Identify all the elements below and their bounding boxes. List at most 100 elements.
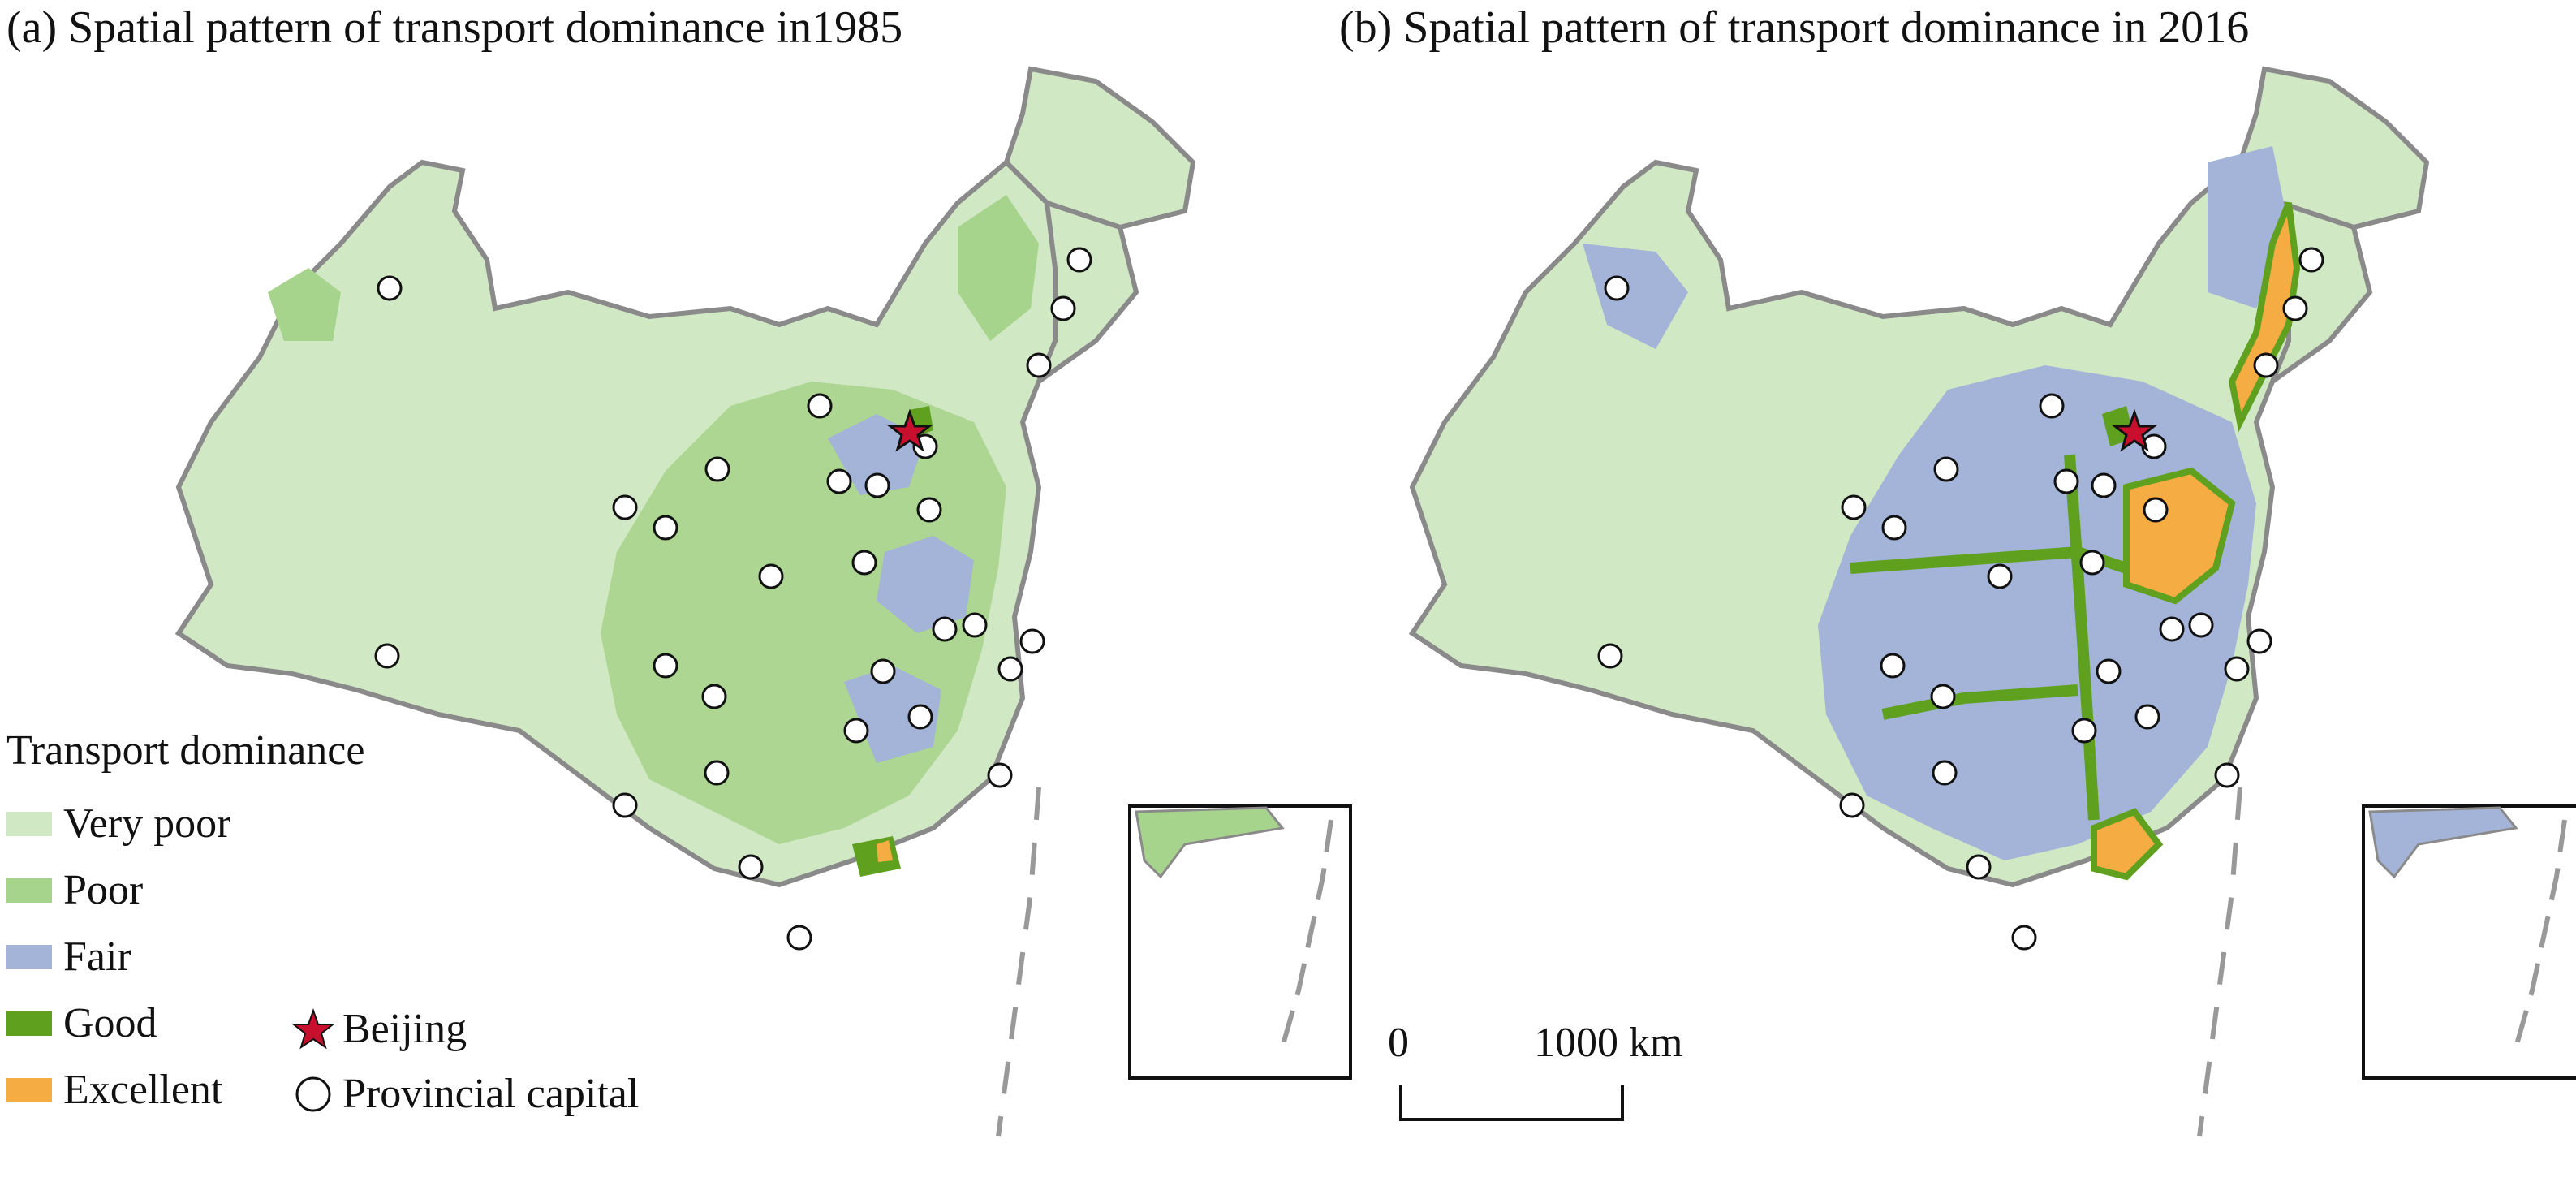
provincial-capital-marker [1597,643,1623,669]
provincial-capital-circle-icon [295,1076,331,1111]
provincial-capital-marker [2253,352,2279,378]
provincial-capital-marker [2224,656,2250,682]
provincial-capital-marker [826,468,852,494]
panel-b-fair-zone-northwest [1583,244,1688,349]
legend-item-label: Good [63,1000,157,1046]
provincial-capital-marker [2053,468,2079,494]
provincial-capital-marker [786,925,812,951]
provincial-capital-marker [864,472,890,498]
panel-b-excellent-zone-south [2091,808,2164,881]
panel-a-title: (a) Spatial pattern of transport dominan… [6,2,903,53]
legend-swatch [6,944,52,969]
provincial-capital-marker [2079,550,2105,576]
provincial-capital-marker [1066,247,1092,273]
legend-swatch [6,1011,52,1036]
legend-title: Transport dominance [6,727,365,774]
legend-item-excellent: Excellent [6,1066,222,1114]
panel-b-inset-land [2368,806,2518,879]
provincial-capital-marker [2071,718,2097,744]
provincial-capital-marker [653,515,678,541]
provincial-capital-marker [1966,854,1992,880]
provincial-capital-marker [2246,628,2272,654]
scale-end-label: 1000 km [1534,1020,1683,1066]
provincial-capital-marker [2096,658,2122,684]
provincial-capital-marker [997,656,1023,682]
provincial-capital-marker [2143,497,2169,523]
panel-b-provincial-capitals [1597,247,2324,951]
provincial-capital-marker [2011,925,2037,951]
provincial-capital-marker [1019,628,1045,654]
provincial-capital-marker [2134,704,2160,730]
panel-a-map [179,69,1352,1137]
provincial-capital-marker [1930,684,1956,709]
provincial-capital-marker [870,658,896,684]
provincial-capital-marker [843,718,869,744]
provincial-capital-marker [701,684,727,709]
panel-a-inset-frame [1128,804,1352,1080]
panel-b-map [1412,69,2576,1137]
provincial-capital-marker [1839,792,1865,818]
panel-a-provincial-capitals [374,247,1092,951]
panel-a-poor-zone-northwest [268,268,341,341]
panel-a-sea-boundary [996,787,1041,1137]
panel-b-inset-boundary [2514,819,2567,1048]
provincial-capital-marker [704,456,730,482]
panel-a-beijing-marker [886,408,933,452]
provincial-capital-marker [738,854,764,880]
legend-item-label: Excellent [63,1067,223,1113]
provincial-capital-marker [807,393,833,419]
provincial-capital-marker [916,497,942,523]
panel-b-beijing-marker [2111,408,2158,452]
provincial-capital-marker [612,494,638,520]
provincial-capital-marker [1841,494,1867,520]
legend-provincial-capital: Provincial capital [292,1070,639,1118]
provincial-capital-marker [2159,616,2185,642]
provincial-capital-marker [932,616,958,642]
panel-a-excellent-zone [877,840,893,862]
legend-item-poor: Poor [6,866,143,914]
provincial-capital-marker [1026,352,1052,378]
legend-item-fair: Fair [6,933,131,981]
beijing-star-icon [292,1007,334,1049]
provincial-capital-marker [2188,612,2214,638]
legend-item-very-poor: Very poor [6,800,231,847]
provincial-capital-marker [1050,295,1076,321]
panel-a-inset-land [1135,806,1285,879]
provincial-capital-marker [2091,472,2117,498]
provincial-capital-marker [851,550,877,576]
provincial-capital-marker [612,792,638,818]
provincial-capital-marker [1881,515,1907,541]
legend-capital-label: Provincial capital [342,1071,640,1117]
panel-b-title: (b) Spatial pattern of transport dominan… [1339,2,2250,53]
scale-start-label: 0 [1388,1020,1409,1066]
legend: Transport dominance [6,727,364,786]
provincial-capital-marker [987,762,1013,788]
provincial-capital-marker [2214,762,2240,788]
provincial-capital-marker [2039,393,2065,419]
provincial-capital-marker [704,760,730,786]
panel-b-sea-boundary [2197,787,2242,1137]
provincial-capital-marker [377,275,403,301]
provincial-capital-marker [758,563,784,589]
legend-beijing-label: Beijing [342,1006,467,1052]
panel-a-fair-zone-east [877,536,974,633]
provincial-capital-marker [962,612,988,638]
legend-item-good: Good [6,999,157,1047]
legend-item-label: Very poor [63,800,231,847]
provincial-capital-marker [1932,760,1958,786]
panel-a-poor-zone-northeast [958,195,1039,341]
legend-item-label: Poor [63,867,144,913]
legend-swatch [6,1077,52,1102]
provincial-capital-marker [907,704,933,730]
legend-swatch [6,878,52,903]
provincial-capital-marker [2282,295,2308,321]
provincial-capital-marker [1987,563,2013,589]
provincial-capital-marker [2298,247,2324,273]
panel-a-inset-boundary [1280,819,1333,1048]
provincial-capital-marker [1604,275,1630,301]
legend-beijing: Beijing [292,1005,467,1053]
provincial-capital-marker [653,653,678,679]
provincial-capital-marker [1933,456,1959,482]
provincial-capital-marker [374,643,400,669]
